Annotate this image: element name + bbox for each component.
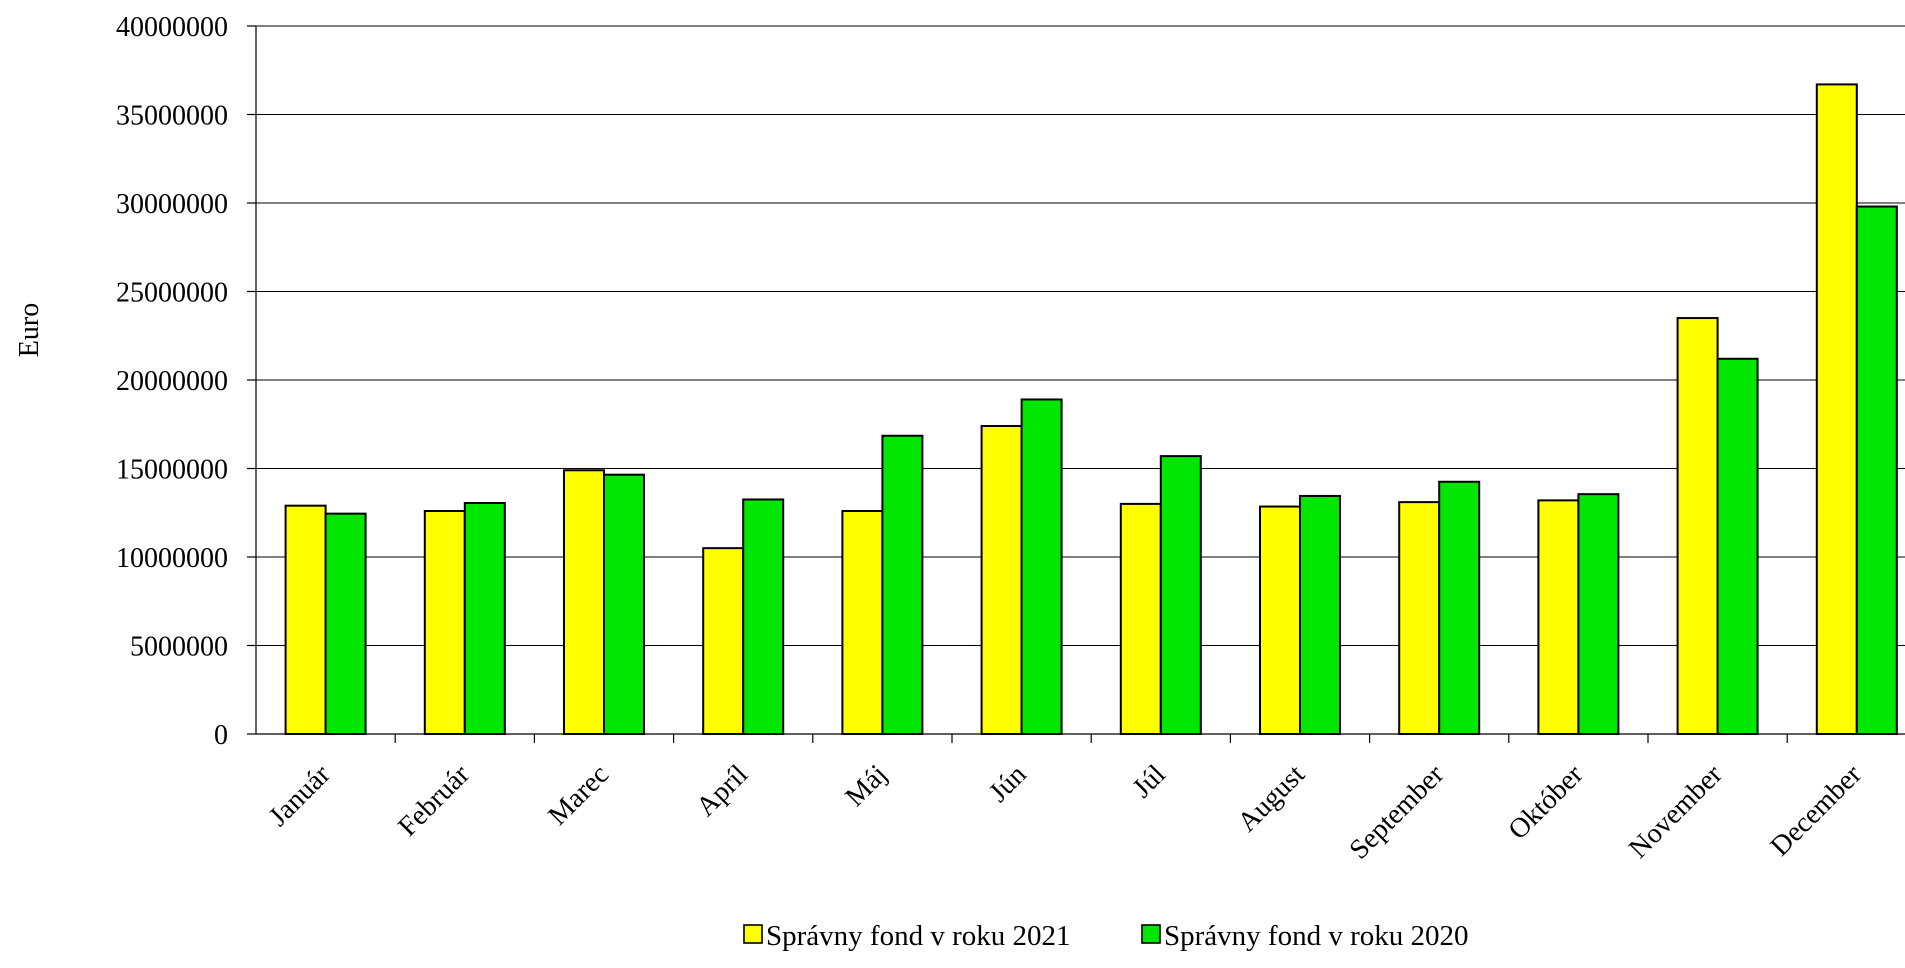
bar-2021 [980, 425, 1023, 735]
bar-2021 [1815, 83, 1858, 736]
x-category-label: Apríl [690, 759, 754, 823]
y-axis-title: Euro [14, 303, 45, 357]
axes [247, 25, 1905, 743]
bar-2021 [841, 509, 884, 736]
y-tick-label: 30000000 [116, 189, 228, 220]
x-category-label: Január [263, 759, 337, 833]
y-tick-label: 15000000 [116, 455, 228, 486]
gridlines [256, 25, 1905, 646]
bar-2020 [1020, 398, 1063, 735]
legend: Správny fond v roku 2021 Správny fond v r… [743, 920, 1468, 952]
y-tick-label: 10000000 [116, 543, 228, 574]
y-tick-label: 20000000 [116, 366, 228, 397]
bar-2020 [1159, 455, 1202, 735]
x-category-label: September [1344, 759, 1451, 866]
y-tick-label: 25000000 [116, 278, 228, 309]
legend-swatch [1141, 924, 1161, 944]
bar-2021 [284, 504, 327, 736]
bar-2021 [563, 469, 605, 735]
y-tick-label: 35000000 [116, 101, 228, 132]
y-tick-label: 5000000 [130, 632, 228, 663]
x-category-label: Jún [983, 759, 1032, 808]
bar-2021 [1259, 505, 1301, 735]
y-axis-tick-labels: 0 5000000 10000000 15000000 20000000 25000000… [116, 12, 228, 751]
bar-2021 [1676, 317, 1719, 735]
y-tick-label: 0 [214, 720, 228, 751]
x-category-label: December [1764, 759, 1868, 863]
bar-2021 [1398, 501, 1441, 735]
x-category-label: November [1623, 759, 1729, 865]
bar-2020 [1299, 494, 1341, 735]
legend-swatch [743, 924, 763, 944]
x-category-label: Júl [1127, 759, 1172, 804]
x-axis-category-labels: Január Február Marec Apríl Máj Jún Júl August Se… [263, 759, 1868, 866]
x-category-label: Marec [542, 759, 614, 831]
x-category-label: Máj [840, 759, 894, 813]
x-category-label: Október [1503, 759, 1590, 846]
bars [284, 83, 1898, 736]
bar-2021 [1537, 499, 1580, 735]
bar-2021 [1119, 502, 1162, 735]
legend-label: Správny fond v roku 2020 [1164, 920, 1468, 952]
bar-2020 [881, 434, 924, 735]
y-tick-label: 40000000 [116, 12, 228, 43]
bar-2020 [324, 512, 367, 736]
x-category-label: Február [392, 759, 476, 843]
bar-2021 [702, 547, 745, 736]
bar-2020 [463, 502, 506, 736]
bar-2020 [1716, 357, 1759, 735]
bar-2020 [742, 498, 785, 735]
bar-2020 [1577, 493, 1620, 736]
x-category-label: August [1232, 759, 1311, 838]
bar-2020 [1438, 480, 1481, 735]
legend-label: Správny fond v roku 2021 [766, 920, 1070, 952]
bar-2020 [1855, 205, 1898, 736]
bar-2020 [603, 473, 645, 735]
bar-2021 [423, 509, 466, 736]
